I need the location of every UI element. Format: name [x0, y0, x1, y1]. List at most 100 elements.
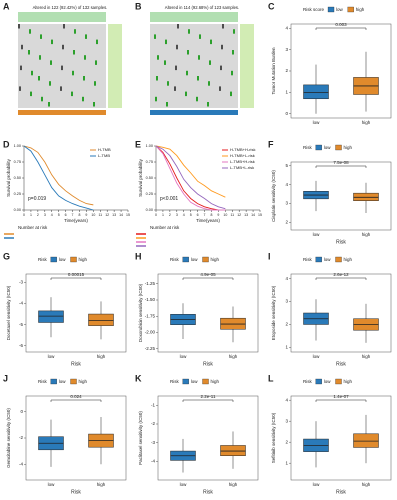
y-tick-label: 0.00 — [14, 208, 21, 212]
p-value: 1.4e-07 — [333, 394, 349, 399]
matrix-background — [150, 24, 238, 108]
y-tick-label: 0 — [285, 111, 288, 116]
plot-frame — [157, 273, 259, 353]
panel-letter: H — [135, 251, 142, 261]
matrix-cell — [221, 44, 223, 50]
x-tick-label: low — [180, 482, 188, 487]
y-tick-label: 3 — [285, 299, 288, 304]
x-tick-label: 7 — [204, 213, 206, 217]
box — [353, 433, 379, 448]
x-tick-label: low — [313, 354, 321, 359]
x-tick-label: 4 — [183, 213, 185, 217]
y-axis-label: Survival probability — [6, 158, 11, 197]
y-tick-label: 2 — [285, 439, 288, 444]
legend-swatch — [315, 144, 322, 151]
legend-swatch — [50, 378, 57, 385]
x-tick-label: 12 — [105, 213, 109, 217]
legend-swatch — [347, 6, 354, 13]
top-bar-strip — [18, 12, 106, 22]
legend-label: L-TMB+L-risk — [230, 165, 254, 170]
x-tick-label: 10 — [91, 213, 95, 217]
matrix-cell — [199, 34, 201, 39]
plot-frame — [290, 395, 392, 481]
panel-letter: I — [268, 251, 271, 261]
matrix-cell — [18, 24, 20, 29]
matrix-cell — [61, 65, 63, 71]
x-axis-label: Risk — [71, 489, 81, 495]
y-axis-label: Cisplatin sensitivity (IC50) — [271, 170, 276, 222]
matrix-cell — [82, 96, 84, 102]
p-value: 0.00015 — [68, 272, 85, 277]
y-axis-label: Gemcitabine sensitivity (IC50) — [6, 408, 11, 468]
panel: L 1 2 3 4 Sefitinib sensitivity (IC50) low high… — [268, 373, 392, 495]
panel-letter: C — [268, 1, 275, 11]
p-value: p<0.001 — [160, 196, 178, 202]
significance-bracket — [50, 399, 102, 402]
y-axis-label: Doxorubicin sensitivity (IC50) — [138, 283, 143, 342]
legend-title: Risk — [38, 379, 47, 384]
y-tick-label: 2 — [285, 322, 288, 327]
y-tick-label: -2.00 — [145, 330, 156, 335]
panel: D0.000.250.500.751.000 1 2 3 4 5 6 7 8 9 10 11 12 13 1… — [3, 139, 130, 239]
y-tick-label: 4 — [285, 397, 288, 402]
legend-title: Risk — [38, 257, 47, 262]
x-tick-label: high — [362, 120, 371, 125]
y-tick-label: 1 — [285, 460, 288, 465]
x-axis-label: Risk — [336, 239, 346, 245]
legend-label: low — [324, 379, 332, 384]
matrix-cell — [72, 70, 74, 76]
y-tick-label: 4 — [285, 182, 288, 187]
x-tick-label: 2 — [169, 213, 171, 217]
p-value: 0.003 — [335, 22, 347, 27]
x-tick-label: 3 — [176, 213, 178, 217]
legend-swatch — [327, 6, 335, 13]
legend-title: Risk — [170, 379, 179, 384]
legend-label: high — [344, 379, 353, 384]
matrix-cell — [208, 81, 210, 86]
matrix-cell — [94, 81, 96, 86]
panel-letter: G — [3, 251, 10, 261]
y-tick-label: 0.75 — [146, 160, 153, 164]
risk-strip — [18, 110, 106, 115]
panel: B Altered in 114 (92.68%) of 123 samples. — [135, 1, 254, 115]
panel: F 2 3 4 5 Cisplatin sensitivity (IC50) low high… — [268, 139, 392, 245]
matrix-cell — [219, 86, 221, 91]
matrix-cell — [84, 55, 86, 60]
matrix-cell — [177, 24, 179, 29]
legend-swatch — [202, 256, 209, 263]
matrix-cell — [40, 34, 42, 39]
top-bar-strip — [150, 12, 238, 22]
x-tick-label: low — [313, 120, 321, 125]
x-tick-label: high — [362, 354, 371, 359]
y-axis-label: Paclitaxel sensitivity (IC50) — [138, 411, 143, 465]
y-tick-label: 4 — [285, 276, 288, 281]
x-tick-label: low — [180, 354, 188, 359]
x-tick-label: high — [97, 354, 106, 359]
side-bars — [240, 24, 254, 108]
y-tick-label: -4 — [151, 459, 155, 464]
oncoplot-title: Altered in 122 (92.42%) of 132 samples. — [33, 5, 108, 10]
matrix-cell — [39, 55, 41, 60]
box — [303, 84, 329, 100]
matrix-cell — [167, 81, 169, 86]
x-tick-label: 11 — [98, 213, 102, 217]
legend-swatch — [50, 256, 57, 263]
significance-bracket — [182, 277, 234, 280]
legend-label: high — [344, 145, 353, 150]
legend-swatch — [182, 256, 189, 263]
x-tick-label: 3 — [44, 213, 46, 217]
x-tick-label: 9 — [85, 213, 87, 217]
oncoplot-title: Altered in 114 (92.68%) of 123 samples. — [165, 5, 239, 10]
survival-curve — [23, 145, 94, 211]
matrix-cell — [174, 86, 176, 91]
box — [38, 310, 64, 323]
panel-letter: A — [3, 1, 10, 11]
y-tick-label: 0 — [20, 409, 23, 414]
matrix-cell — [231, 70, 233, 76]
x-tick-label: 14 — [251, 213, 255, 217]
risk-strip — [150, 110, 238, 115]
matrix-cell — [21, 44, 23, 50]
y-tick-label: 3 — [285, 418, 288, 423]
matrix-cell — [220, 65, 222, 71]
